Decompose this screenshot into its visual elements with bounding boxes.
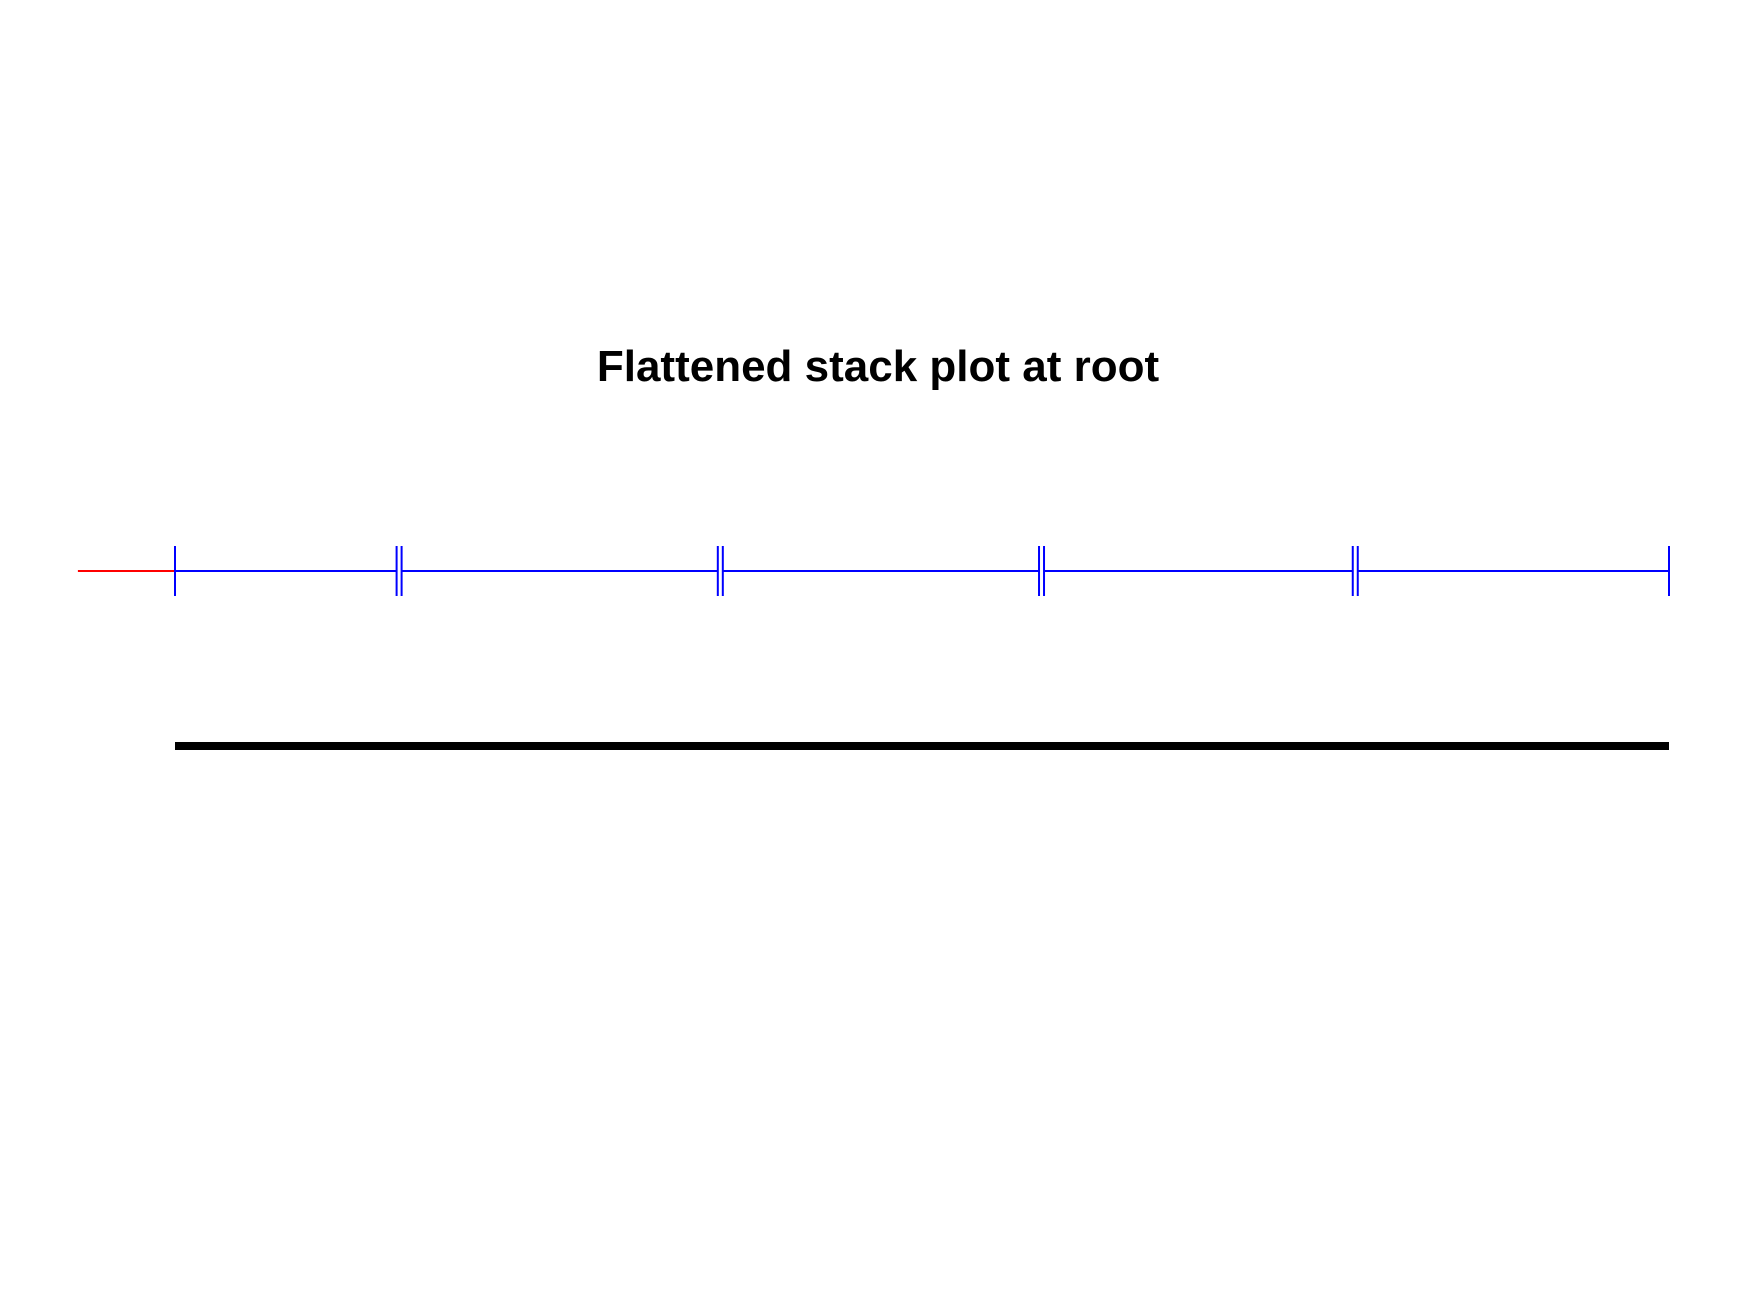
flattened-stack [77,546,1670,596]
plot-title: Flattened stack plot at root [597,342,1160,391]
